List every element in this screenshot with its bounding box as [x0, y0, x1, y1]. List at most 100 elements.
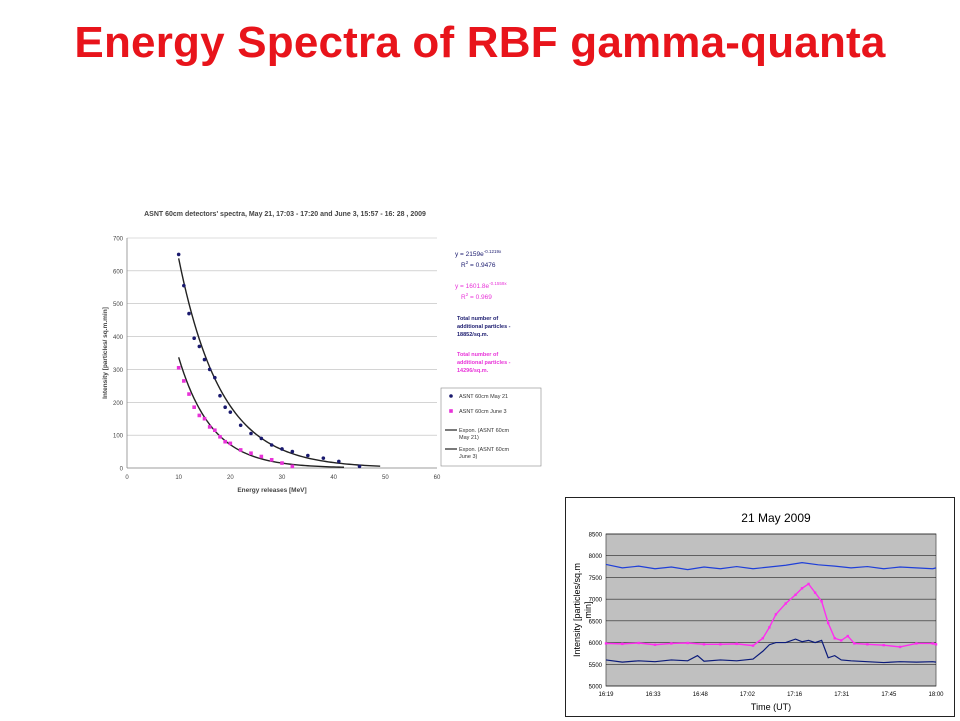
data-point — [223, 439, 227, 444]
total-note-line: 18852/sq.m. — [457, 332, 489, 338]
y-tick-label: 0 — [120, 467, 124, 473]
y-tick-label: 8000 — [589, 554, 603, 560]
data-point — [637, 641, 640, 645]
data-point — [182, 379, 186, 383]
data-point — [238, 448, 243, 452]
legend-label-cont: May 21) — [459, 435, 479, 441]
legend-box — [440, 387, 542, 467]
data-point — [807, 582, 810, 586]
data-point — [280, 461, 284, 465]
data-point — [686, 641, 689, 645]
legend-label: ASNT 60cm June 3 — [459, 409, 507, 415]
data-point — [280, 447, 284, 451]
x-axis-label: Time (UT) — [751, 702, 791, 712]
total-note-line: 14296/sq.m. — [457, 368, 489, 374]
x-tick-label: 17:16 — [787, 692, 803, 698]
data-point — [751, 644, 755, 647]
legend-label-cont: June 3) — [459, 454, 478, 460]
total-note-line: Total number of — [457, 352, 498, 358]
data-point — [259, 454, 264, 459]
data-point — [249, 431, 253, 436]
series-line-middle — [605, 582, 937, 648]
fit-curve — [177, 258, 381, 467]
legend-label: Expon. (ASNT 60cm — [459, 428, 509, 434]
data-point — [882, 643, 885, 647]
y-axis-label: Intensity [particles/ sq.m.min] — [102, 307, 109, 399]
x-tick-label: 40 — [330, 475, 337, 481]
data-point — [213, 428, 217, 433]
data-point — [934, 643, 938, 646]
data-point — [259, 436, 264, 441]
data-point — [833, 637, 836, 640]
data-point — [306, 453, 310, 458]
data-point — [192, 405, 196, 410]
data-point — [621, 642, 624, 646]
x-tick-label: 60 — [434, 475, 441, 481]
data-point — [357, 464, 362, 469]
data-point — [702, 643, 706, 646]
data-point — [337, 459, 341, 464]
legend-marker — [449, 409, 453, 413]
data-point — [290, 449, 295, 454]
energy-spectra-chart: ASNT 60cm detectors' spectra, May 21, 17… — [95, 198, 545, 528]
data-point — [653, 643, 657, 646]
total-note-line: additional particles - — [457, 360, 511, 366]
data-point — [238, 423, 243, 428]
data-point — [269, 457, 274, 462]
y-axis-label-cont: min] — [583, 601, 593, 618]
data-point — [898, 645, 902, 649]
data-point — [192, 336, 196, 341]
y-tick-label: 600 — [113, 269, 124, 275]
data-point — [207, 425, 212, 429]
data-point — [182, 283, 186, 288]
data-point — [915, 642, 918, 645]
y-tick-label: 700 — [113, 237, 124, 243]
y-tick-label: 5500 — [589, 663, 603, 669]
x-tick-label: 20 — [227, 475, 234, 481]
x-tick-label: 30 — [279, 475, 286, 481]
plot-area — [605, 533, 937, 687]
data-point — [228, 441, 233, 446]
data-point — [269, 443, 274, 447]
x-axis-label: Energy releases [MeV] — [237, 487, 306, 494]
data-point — [197, 344, 202, 349]
data-point — [207, 367, 212, 372]
data-point — [197, 413, 202, 418]
data-point — [604, 642, 608, 645]
x-tick-label: 17:45 — [881, 692, 897, 698]
x-tick-label: 50 — [382, 475, 389, 481]
data-point — [853, 642, 856, 645]
data-point — [670, 642, 673, 645]
chart-title: 21 May 2009 — [741, 511, 811, 525]
data-point — [931, 642, 934, 645]
fit-curve — [178, 357, 345, 468]
y-tick-label: 500 — [113, 302, 124, 308]
y-tick-label: 7500 — [589, 576, 603, 582]
x-tick-label: 16:33 — [646, 692, 662, 698]
data-point — [321, 456, 326, 460]
data-point — [223, 405, 227, 410]
data-point — [187, 311, 191, 316]
chart-title: ASNT 60cm detectors' spectra, May 21, 17… — [144, 211, 426, 218]
x-tick-label: 0 — [125, 475, 129, 481]
data-point — [846, 634, 849, 638]
x-tick-label: 18:00 — [928, 692, 944, 698]
data-point — [761, 637, 765, 640]
data-point — [800, 587, 804, 590]
data-point — [840, 639, 843, 642]
data-point — [218, 434, 222, 439]
total-note-line: Total number of — [457, 316, 498, 322]
y-tick-label: 8500 — [589, 533, 603, 539]
fit-equation: y = 1601.8e-0.1559x — [455, 281, 507, 290]
data-point — [826, 621, 830, 625]
data-point — [176, 365, 181, 370]
data-point — [187, 392, 191, 396]
fit-equation: y = 2159e-0.1219x — [455, 249, 502, 258]
x-tick-label: 10 — [175, 475, 182, 481]
x-tick-label: 17:02 — [740, 692, 756, 698]
legend-label: Expon. (ASNT 60cm — [459, 447, 509, 453]
data-point — [719, 643, 722, 646]
y-tick-label: 6500 — [589, 619, 603, 625]
y-tick-label: 400 — [113, 335, 124, 341]
y-axis-label: Intensity [particles/sq.m — [572, 563, 582, 657]
